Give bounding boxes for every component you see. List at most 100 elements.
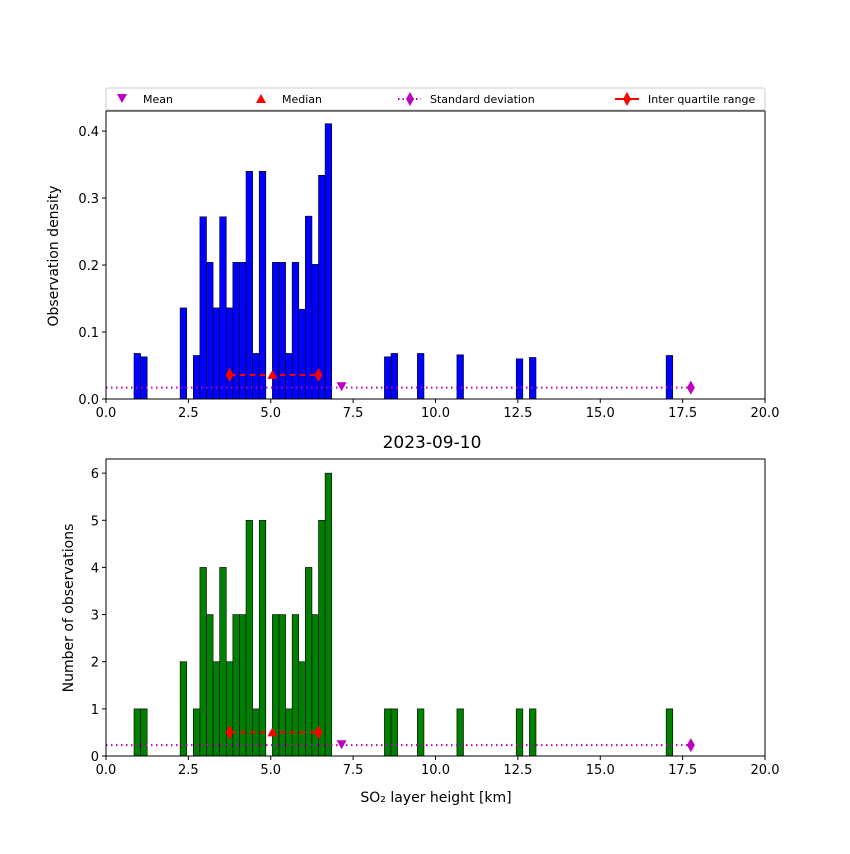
bottom-bar-22 <box>324 472 333 757</box>
top-iqr-marker-0 <box>225 367 234 382</box>
top-bar-21 <box>318 174 326 400</box>
top-mean-marker <box>336 382 347 392</box>
bottom-bar-3 <box>193 708 201 757</box>
bottom-bar-11 <box>245 519 253 757</box>
bottom-bar-8 <box>225 661 234 757</box>
legend-iqr-marker <box>623 92 631 106</box>
bottom-iqr-marker-1 <box>314 725 323 740</box>
top-bar-10 <box>239 262 247 400</box>
top-bar-1 <box>140 356 148 400</box>
top-std-marker <box>686 380 695 395</box>
bottom-bar-7 <box>219 567 227 757</box>
bottom-panel-title: 2023-09-10 <box>383 433 482 453</box>
bottom-x-tick-label-1: 2.5 <box>178 763 199 778</box>
top-bar-26 <box>456 354 464 400</box>
bottom-bar-5 <box>206 614 214 757</box>
top-bar-23 <box>384 356 392 400</box>
bottom-y-tick-label-2: 2 <box>91 656 99 671</box>
bottom-y-tick-label-1: 1 <box>91 703 99 718</box>
bottom-bar-18 <box>298 661 306 757</box>
bottom-median-marker <box>267 727 278 737</box>
top-bar-17 <box>291 262 300 400</box>
top-x-tick-label-1: 2.5 <box>178 406 199 421</box>
top-bar-7 <box>219 216 227 400</box>
bottom-bar-26 <box>456 708 464 757</box>
top-x-tick-label-8: 20.0 <box>751 406 780 421</box>
top-bar-29 <box>665 355 674 400</box>
bottom-y-tick-label-4: 4 <box>91 561 99 576</box>
bottom-bar-6 <box>212 661 220 757</box>
bottom-x-tick-label-6: 15.0 <box>586 763 615 778</box>
top-y-axis-label: Observation density <box>46 185 62 326</box>
top-bar-8 <box>225 307 234 400</box>
bottom-bar-25 <box>417 708 425 757</box>
count-histogram-panel: 2023-09-10 Number of observations SO₂ la… <box>61 433 779 806</box>
bottom-x-tick-label-7: 17.5 <box>668 763 697 778</box>
top-x-tick-label-3: 7.5 <box>343 406 364 421</box>
bottom-bar-21 <box>318 519 326 757</box>
top-bar-18 <box>298 308 306 400</box>
bottom-bar-13 <box>258 519 267 757</box>
bottom-bar-23 <box>384 708 392 757</box>
bottom-x-tick-label-0: 0.0 <box>96 763 117 778</box>
bottom-y-tick-label-6: 6 <box>91 467 99 482</box>
legend-std-marker <box>406 92 414 106</box>
bottom-x-tick-label-4: 10.0 <box>421 763 450 778</box>
bottom-bar-0 <box>133 708 141 757</box>
legend-std-label: Standard deviation <box>430 93 535 106</box>
top-iqr-marker-1 <box>314 367 323 382</box>
top-bar-28 <box>529 357 537 400</box>
top-y-tick-label-0: 0.0 <box>78 393 99 408</box>
legend-iqr-label: Inter quartile range <box>648 93 755 106</box>
bottom-bar-28 <box>529 708 537 757</box>
top-x-tick-label-2: 5.0 <box>260 406 281 421</box>
top-median-marker <box>267 369 278 379</box>
legend: Mean Median Standard deviation Inter qua… <box>105 87 766 111</box>
top-x-tick-label-4: 10.0 <box>421 406 450 421</box>
density-histogram-panel: Observation density 0.0 2.5 5.0 7.5 10.0 12.5… <box>46 110 780 421</box>
top-bar-3 <box>193 355 201 400</box>
top-bar-13 <box>258 170 267 400</box>
bottom-x-tick-label-2: 5.0 <box>260 763 281 778</box>
legend-frame <box>105 87 766 111</box>
top-bar-12 <box>252 353 260 400</box>
top-bar-15 <box>278 262 286 400</box>
top-y-tick-label-2: 0.2 <box>78 259 99 274</box>
legend-mean-marker <box>117 94 127 103</box>
bottom-bar-17 <box>291 614 300 757</box>
top-y-tick-label-3: 0.3 <box>78 192 99 207</box>
top-bar-27 <box>515 358 524 400</box>
bottom-bar-15 <box>278 614 286 757</box>
top-bar-22 <box>324 123 333 400</box>
top-x-tick-label-5: 12.5 <box>503 406 532 421</box>
bottom-bar-1 <box>140 708 148 757</box>
bottom-bar-29 <box>665 708 674 757</box>
top-bar-2 <box>179 307 188 400</box>
bottom-bar-9 <box>232 614 240 757</box>
top-x-tick-label-6: 15.0 <box>586 406 615 421</box>
top-x-tick-label-0: 0.0 <box>96 406 117 421</box>
top-x-tick-label-7: 17.5 <box>668 406 697 421</box>
legend-median-marker <box>256 94 266 103</box>
top-bar-19 <box>305 215 313 400</box>
top-y-tick-label-1: 0.1 <box>78 326 99 341</box>
bottom-y-tick-label-5: 5 <box>91 514 99 529</box>
top-bar-6 <box>212 307 220 400</box>
top-bar-0 <box>133 353 141 400</box>
top-bar-16 <box>285 353 293 400</box>
bottom-x-tick-label-8: 20.0 <box>751 763 780 778</box>
bottom-std-marker <box>686 738 695 753</box>
top-bar-5 <box>206 262 214 400</box>
bottom-bar-2 <box>179 661 188 757</box>
bottom-bar-4 <box>199 567 207 757</box>
top-bar-4 <box>199 216 207 400</box>
bottom-x-tick-label-5: 12.5 <box>503 763 532 778</box>
legend-median-label: Median <box>282 93 322 106</box>
bottom-bar-27 <box>515 708 524 757</box>
x-axis-label: SO₂ layer height [km] <box>360 790 511 806</box>
bottom-x-tick-label-3: 7.5 <box>343 763 364 778</box>
bottom-y-tick-label-0: 0 <box>91 750 99 765</box>
bottom-bar-19 <box>305 567 313 757</box>
